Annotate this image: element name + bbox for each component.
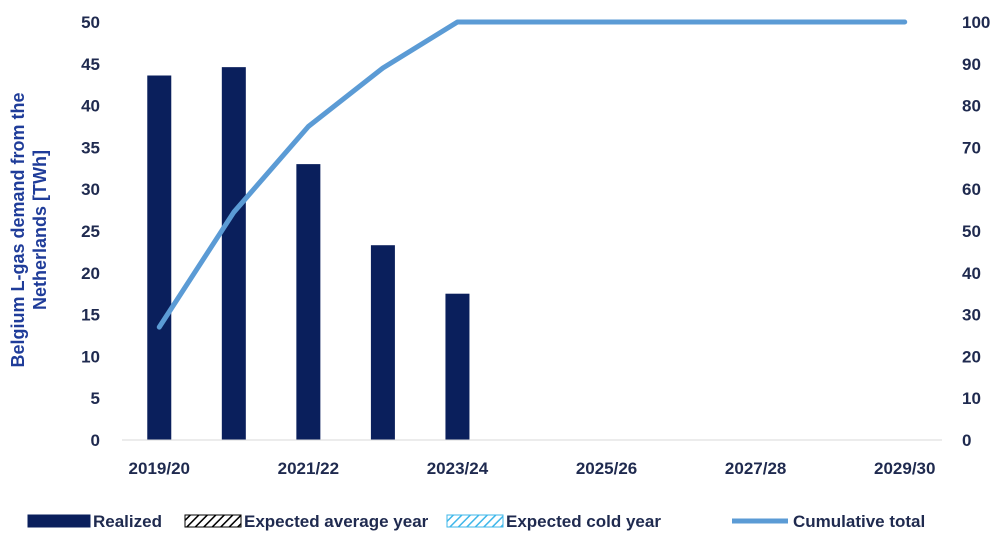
legend-item: Expected cold year xyxy=(446,512,661,531)
y-tick-label: 35 xyxy=(81,138,100,157)
right-y-axis: 0 10 20 30 40 50 60 70 80 90 100 xyxy=(962,13,990,450)
x-tick-label: 2023/24 xyxy=(427,459,489,478)
legend-item: Cumulative total xyxy=(732,512,925,531)
legend: Realized Expected average year Expected co… xyxy=(27,512,925,531)
legend-swatch xyxy=(27,514,91,528)
legend-swatch xyxy=(446,514,504,528)
legend-label: Cumulative total xyxy=(793,512,925,531)
bars xyxy=(147,67,470,441)
y-tick-label: 30 xyxy=(81,180,100,199)
line-cumulative-total xyxy=(156,19,908,330)
legend-swatch xyxy=(184,514,242,528)
x-tick-label: 2019/20 xyxy=(129,459,190,478)
bar-realized xyxy=(370,245,395,440)
y-tick-label: 15 xyxy=(81,306,100,325)
y-axis-title: Belgium L-gas demand from the Netherland… xyxy=(8,92,50,367)
y-axis-title-line1: Belgium L-gas demand from the xyxy=(8,92,28,367)
x-tick-label: 2029/30 xyxy=(874,459,935,478)
y-tick-label: 50 xyxy=(81,13,100,32)
legend-label: Realized xyxy=(93,512,162,531)
legend-label: Expected cold year xyxy=(506,512,661,531)
left-y-axis: 0 5 10 15 20 25 30 35 40 45 50 xyxy=(81,13,100,450)
y2-tick-label: 20 xyxy=(962,347,981,366)
y2-tick-label: 60 xyxy=(962,180,981,199)
legend-item: Expected average year xyxy=(184,512,429,531)
y-tick-label: 40 xyxy=(81,97,100,116)
y2-tick-label: 90 xyxy=(962,55,981,74)
y2-tick-label: 100 xyxy=(962,13,990,32)
x-tick-label: 2021/22 xyxy=(278,459,339,478)
legend-label: Expected average year xyxy=(244,512,429,531)
x-axis: 2019/20 2021/22 2023/24 2025/26 2027/28 2029/… xyxy=(129,459,936,478)
x-tick-label: 2025/26 xyxy=(576,459,637,478)
y2-tick-label: 70 xyxy=(962,138,981,157)
y2-tick-label: 50 xyxy=(962,222,981,241)
bar-realized xyxy=(147,75,172,440)
bar-realized xyxy=(296,164,321,440)
y-tick-label: 20 xyxy=(81,264,100,283)
y2-tick-label: 30 xyxy=(962,306,981,325)
x-tick-label: 2027/28 xyxy=(725,459,786,478)
y-tick-label: 0 xyxy=(91,431,100,450)
y-axis-title-line2: Netherlands [TWh] xyxy=(30,150,50,310)
y2-tick-label: 10 xyxy=(962,389,981,408)
legend-item: Realized xyxy=(27,512,162,531)
y2-tick-label: 80 xyxy=(962,97,981,116)
y-tick-label: 25 xyxy=(81,222,100,241)
y2-tick-label: 40 xyxy=(962,264,981,283)
line-series xyxy=(156,19,908,330)
y2-tick-label: 0 xyxy=(962,431,971,450)
y-tick-label: 5 xyxy=(91,389,100,408)
bar-realized xyxy=(445,293,470,440)
y-tick-label: 10 xyxy=(81,347,100,366)
bar-realized xyxy=(221,67,246,441)
y-tick-label: 45 xyxy=(81,55,100,74)
